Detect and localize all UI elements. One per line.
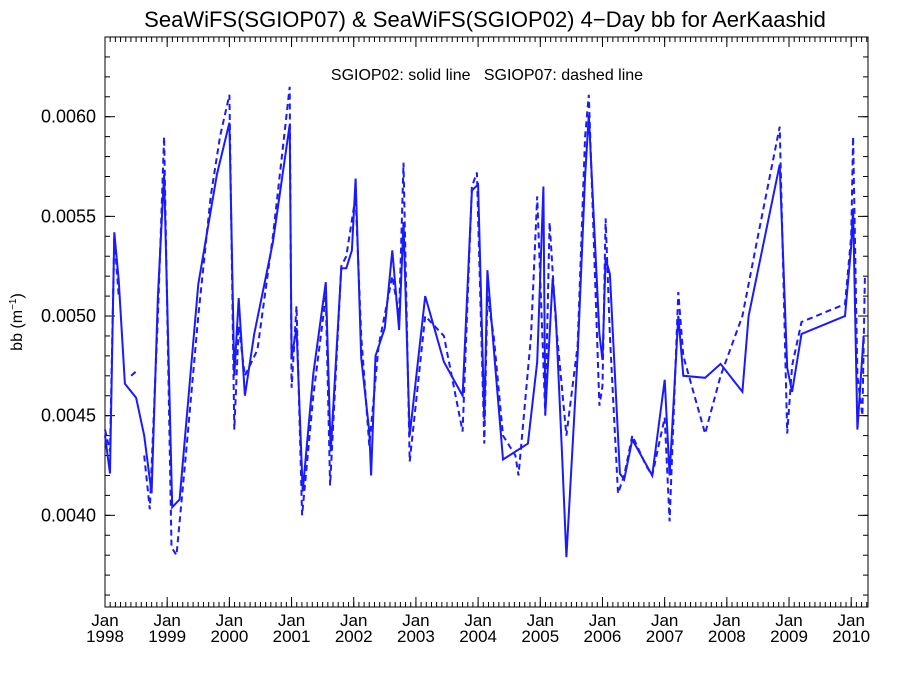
plot-frame bbox=[104, 36, 869, 608]
x-tick-label-month: Jan bbox=[216, 611, 243, 630]
x-tick-label-month: Jan bbox=[775, 611, 802, 630]
x-tick-label-year: 1999 bbox=[148, 627, 186, 646]
x-tick-label-month: Jan bbox=[651, 611, 678, 630]
x-tick-label-year: 2009 bbox=[770, 627, 808, 646]
y-axis-label-close: ) bbox=[9, 293, 26, 298]
legend-annotation: SGIOP02: solid line SGIOP07: dashed line bbox=[331, 67, 643, 84]
x-tick-label-year: 2006 bbox=[584, 627, 622, 646]
series-layer bbox=[104, 86, 866, 559]
x-tick-label-year: 2001 bbox=[273, 627, 311, 646]
solid-line-segment bbox=[104, 114, 865, 558]
x-axis: Jan1998Jan1999Jan2000Jan2001Jan2002Jan20… bbox=[86, 37, 870, 646]
x-tick-label-month: Jan bbox=[402, 611, 429, 630]
x-tick-label-year: 2007 bbox=[646, 627, 684, 646]
chart-title: SeaWiFS(SGIOP07) & SeaWiFS(SGIOP02) 4−Da… bbox=[144, 7, 826, 32]
dashed-line-segment bbox=[104, 236, 120, 452]
y-tick-label: 0.0060 bbox=[41, 107, 96, 127]
dashed-line-segment bbox=[130, 369, 139, 377]
x-tick-label-month: Jan bbox=[527, 611, 554, 630]
x-tick-label-month: Jan bbox=[91, 611, 118, 630]
x-tick-label-year: 2008 bbox=[708, 627, 746, 646]
x-tick-label-month: Jan bbox=[589, 611, 616, 630]
x-tick-label-month: Jan bbox=[340, 611, 367, 630]
x-tick-label-year: 1998 bbox=[86, 627, 124, 646]
series-sgiop07-dashed bbox=[104, 86, 866, 559]
series-sgiop02-solid bbox=[104, 114, 865, 558]
y-axis: 0.0040 0.0045 0.0050 0.0055 0.0060 bbox=[41, 36, 868, 596]
x-tick-label-month: Jan bbox=[713, 611, 740, 630]
y-tick-label: 0.0045 bbox=[41, 406, 96, 426]
x-tick-label-year: 2010 bbox=[832, 627, 870, 646]
x-tick-label-month: Jan bbox=[278, 611, 305, 630]
x-tick-label-year: 2003 bbox=[397, 627, 435, 646]
x-tick-label-month: Jan bbox=[837, 611, 864, 630]
y-axis-label-main: bb (m bbox=[9, 310, 26, 351]
y-axis-label: bb (m−1) bbox=[8, 293, 26, 351]
x-tick-label-month: Jan bbox=[153, 611, 180, 630]
y-tick-label: 0.0040 bbox=[41, 505, 96, 525]
x-tick-label-year: 2000 bbox=[210, 627, 248, 646]
dashed-line-segment bbox=[143, 86, 866, 559]
y-tick-label: 0.0050 bbox=[41, 306, 96, 326]
x-tick-label-month: Jan bbox=[464, 611, 491, 630]
y-tick-label: 0.0055 bbox=[41, 206, 96, 226]
y-axis-label-sup: −1 bbox=[8, 298, 19, 310]
x-tick-label-year: 2004 bbox=[459, 627, 497, 646]
x-tick-label-year: 2005 bbox=[521, 627, 559, 646]
x-tick-label-year: 2002 bbox=[335, 627, 373, 646]
